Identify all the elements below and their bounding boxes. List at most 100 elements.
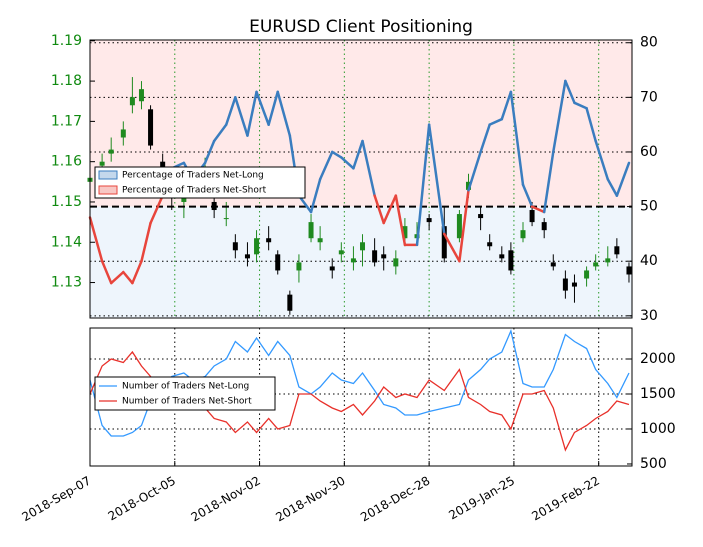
sentiment-line: [318, 150, 334, 181]
sentiment-line: [427, 123, 446, 236]
candle-body: [120, 129, 126, 138]
candle-body: [614, 246, 620, 255]
sentiment-line: [509, 90, 525, 186]
x-tick-label: 2018-Sep-07: [19, 474, 93, 525]
candle-body: [223, 218, 229, 220]
candle-body: [308, 222, 314, 239]
legend-label: Number of Traders Net-Short: [122, 397, 252, 407]
x-tick-label: 2018-Nov-30: [273, 474, 347, 525]
sentiment-line: [458, 188, 470, 263]
candle-body: [275, 254, 281, 271]
y-tick-label: 1.19: [51, 33, 82, 49]
sentiment-line: [500, 90, 513, 121]
candle-body: [456, 214, 462, 239]
sentiment-line: [234, 96, 249, 137]
candle-body: [381, 254, 387, 259]
legend-box: [94, 166, 306, 199]
sentiment-line: [552, 79, 567, 154]
sentiment-line: [140, 221, 152, 263]
y-tick-label: 1.15: [51, 194, 82, 210]
sentiment-line: [352, 139, 364, 170]
legend-label: Number of Traders Net-Long: [122, 382, 249, 392]
y2-tick-label: 40: [640, 253, 658, 269]
legend-swatch: [98, 170, 118, 180]
y-tick-label: 1.16: [51, 154, 82, 170]
sentiment-line: [255, 90, 270, 126]
candle-body: [393, 258, 399, 267]
candle-body: [160, 161, 166, 170]
candle-body: [626, 266, 632, 275]
series-line: [89, 328, 630, 437]
sentiment-line: [573, 101, 588, 110]
y-tick-label: 1500: [640, 386, 676, 402]
sentiment-line: [564, 79, 576, 105]
sentiment-line: [373, 194, 385, 225]
candle-body: [520, 230, 526, 239]
sentiment-line: [212, 123, 228, 143]
sentiment-line: [267, 90, 279, 126]
candle-body: [350, 258, 356, 263]
sentiment-line: [203, 139, 216, 165]
candle-body: [360, 242, 366, 251]
legend: Percentage of Traders Net-Long Percentage…: [94, 166, 306, 199]
candle-body: [296, 262, 302, 271]
y-tick-label: 500: [640, 456, 667, 472]
sentiment-line: [467, 150, 482, 192]
y-tick-label: 1.14: [51, 234, 82, 250]
sentiment-line: [309, 178, 322, 214]
candle-body: [108, 149, 114, 154]
sentiment-line: [542, 150, 555, 214]
x-tick-label: 2019-Feb-22: [529, 474, 602, 524]
candle-body: [499, 254, 505, 259]
candle-body: [562, 278, 568, 291]
sentiment-line: [225, 96, 237, 126]
legend-swatch: [98, 185, 118, 195]
sentiment-line: [330, 150, 343, 159]
candle-body: [593, 262, 599, 267]
sentiment-line: [443, 232, 461, 263]
candle-body: [129, 97, 135, 106]
y2-tick-label: 50: [640, 199, 658, 215]
sentiment-line: [361, 139, 376, 197]
sentiment-line: [149, 194, 164, 225]
chart-title: EURUSD Client Positioning: [249, 17, 473, 37]
x-tick-label: 2018-Nov-02: [189, 474, 263, 525]
sentiment-line: [246, 90, 258, 137]
legend-box: [94, 376, 276, 411]
sentiment-line: [615, 161, 631, 197]
candle-body: [329, 266, 335, 271]
candle-body: [571, 282, 577, 287]
sentiment-line: [488, 117, 504, 126]
candle-body: [465, 181, 471, 190]
candle-body: [317, 238, 323, 243]
sentiment-line: [415, 123, 431, 247]
sentiment-line: [594, 139, 610, 181]
candle-body: [541, 222, 547, 231]
candle-body: [372, 250, 378, 263]
frame: [89, 39, 633, 319]
sentiment-line: [530, 205, 546, 214]
candle-body: [148, 109, 154, 146]
sentiment-line: [606, 178, 619, 197]
candle-body: [529, 210, 535, 223]
y2-tick-label: 80: [640, 35, 658, 51]
sentiment-line: [585, 107, 597, 143]
candle-body: [487, 242, 493, 247]
y2-tick-label: 70: [640, 89, 658, 105]
legend-label: Percentage of Traders Net-Short: [122, 186, 267, 196]
legend: Number of Traders Net-Long Number of Trad…: [94, 376, 276, 411]
y-tick-label: 1.18: [51, 73, 82, 89]
sentiment-line: [276, 90, 292, 137]
candle-body: [584, 270, 590, 279]
candle-body: [244, 254, 250, 259]
candle-body: [402, 226, 408, 239]
sentiment-line: [122, 270, 134, 285]
candle-body: [254, 238, 260, 255]
sentiment-line: [394, 194, 407, 247]
candle-body: [441, 226, 447, 259]
candle-body: [266, 238, 272, 243]
candle-body: [232, 242, 238, 251]
x-tick-label: 2019-Jan-25: [446, 474, 517, 523]
y-tick-label: 2000: [640, 351, 676, 367]
